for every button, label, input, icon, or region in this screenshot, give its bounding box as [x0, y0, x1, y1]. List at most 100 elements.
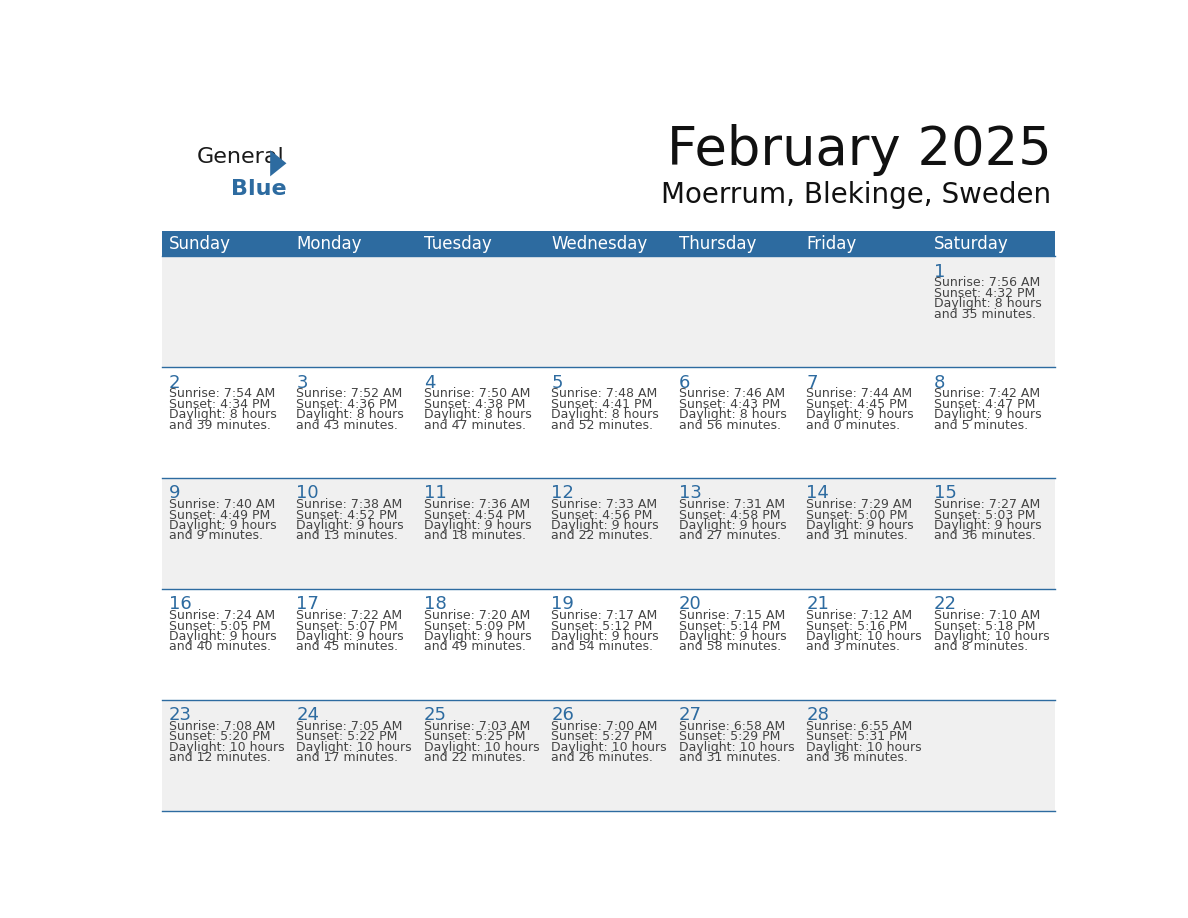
- Text: Daylight: 9 hours: Daylight: 9 hours: [551, 630, 659, 643]
- Text: Sunrise: 7:36 AM: Sunrise: 7:36 AM: [424, 498, 530, 511]
- Text: and 3 minutes.: and 3 minutes.: [807, 641, 901, 654]
- FancyBboxPatch shape: [163, 589, 1055, 700]
- Text: and 22 minutes.: and 22 minutes.: [424, 751, 525, 764]
- Text: and 49 minutes.: and 49 minutes.: [424, 641, 525, 654]
- Text: 21: 21: [807, 595, 829, 613]
- Text: and 52 minutes.: and 52 minutes.: [551, 419, 653, 431]
- Text: Sunrise: 7:05 AM: Sunrise: 7:05 AM: [296, 720, 403, 733]
- Text: 9: 9: [169, 485, 181, 502]
- Text: Sunset: 5:18 PM: Sunset: 5:18 PM: [934, 620, 1036, 633]
- Text: and 56 minutes.: and 56 minutes.: [678, 419, 781, 431]
- Text: Sunset: 5:27 PM: Sunset: 5:27 PM: [551, 731, 652, 744]
- Text: 7: 7: [807, 374, 817, 391]
- Text: Daylight: 9 hours: Daylight: 9 hours: [169, 630, 277, 643]
- Text: Tuesday: Tuesday: [424, 235, 492, 252]
- Text: Daylight: 9 hours: Daylight: 9 hours: [424, 519, 531, 532]
- Text: Daylight: 8 hours: Daylight: 8 hours: [169, 409, 277, 421]
- Text: Sunset: 4:54 PM: Sunset: 4:54 PM: [424, 509, 525, 521]
- Text: Sunrise: 7:08 AM: Sunrise: 7:08 AM: [169, 720, 276, 733]
- Text: Sunrise: 7:54 AM: Sunrise: 7:54 AM: [169, 387, 274, 400]
- Text: and 36 minutes.: and 36 minutes.: [934, 530, 1036, 543]
- Text: Sunrise: 6:55 AM: Sunrise: 6:55 AM: [807, 720, 912, 733]
- Text: Sunrise: 7:33 AM: Sunrise: 7:33 AM: [551, 498, 657, 511]
- Text: 24: 24: [296, 706, 320, 724]
- Text: and 31 minutes.: and 31 minutes.: [678, 751, 781, 764]
- Text: Daylight: 9 hours: Daylight: 9 hours: [934, 519, 1042, 532]
- Text: and 45 minutes.: and 45 minutes.: [296, 641, 398, 654]
- FancyBboxPatch shape: [163, 256, 1055, 367]
- Text: Sunset: 4:32 PM: Sunset: 4:32 PM: [934, 286, 1035, 300]
- Text: Sunset: 4:58 PM: Sunset: 4:58 PM: [678, 509, 781, 521]
- Text: Daylight: 9 hours: Daylight: 9 hours: [296, 630, 404, 643]
- Text: and 36 minutes.: and 36 minutes.: [807, 751, 909, 764]
- Text: 18: 18: [424, 595, 447, 613]
- Text: Sunset: 4:49 PM: Sunset: 4:49 PM: [169, 509, 270, 521]
- Text: Sunrise: 7:10 AM: Sunrise: 7:10 AM: [934, 610, 1041, 622]
- Text: Sunset: 5:22 PM: Sunset: 5:22 PM: [296, 731, 398, 744]
- Text: and 31 minutes.: and 31 minutes.: [807, 530, 909, 543]
- Text: Sunday: Sunday: [169, 235, 230, 252]
- Text: Sunset: 4:38 PM: Sunset: 4:38 PM: [424, 397, 525, 410]
- Text: Sunrise: 7:27 AM: Sunrise: 7:27 AM: [934, 498, 1041, 511]
- Text: 13: 13: [678, 485, 702, 502]
- Text: 1: 1: [934, 263, 946, 281]
- Text: Sunset: 5:09 PM: Sunset: 5:09 PM: [424, 620, 525, 633]
- Text: Monday: Monday: [296, 235, 361, 252]
- Text: Daylight: 9 hours: Daylight: 9 hours: [678, 630, 786, 643]
- Text: Thursday: Thursday: [678, 235, 757, 252]
- Text: Sunrise: 7:15 AM: Sunrise: 7:15 AM: [678, 610, 785, 622]
- Text: and 47 minutes.: and 47 minutes.: [424, 419, 526, 431]
- Text: Daylight: 10 hours: Daylight: 10 hours: [424, 741, 539, 754]
- Text: and 35 minutes.: and 35 minutes.: [934, 308, 1036, 320]
- Text: Sunrise: 7:56 AM: Sunrise: 7:56 AM: [934, 276, 1041, 289]
- Text: 8: 8: [934, 374, 946, 391]
- Text: Sunrise: 7:40 AM: Sunrise: 7:40 AM: [169, 498, 274, 511]
- Polygon shape: [270, 151, 286, 176]
- Text: Sunrise: 7:42 AM: Sunrise: 7:42 AM: [934, 387, 1040, 400]
- Text: Daylight: 10 hours: Daylight: 10 hours: [807, 630, 922, 643]
- Text: Sunrise: 7:12 AM: Sunrise: 7:12 AM: [807, 610, 912, 622]
- Text: Sunset: 4:56 PM: Sunset: 4:56 PM: [551, 509, 652, 521]
- Text: Sunrise: 7:48 AM: Sunrise: 7:48 AM: [551, 387, 657, 400]
- Text: Sunset: 5:03 PM: Sunset: 5:03 PM: [934, 509, 1036, 521]
- Text: 22: 22: [934, 595, 956, 613]
- Text: General: General: [196, 147, 284, 167]
- Text: 5: 5: [551, 374, 563, 391]
- Text: Daylight: 9 hours: Daylight: 9 hours: [807, 519, 914, 532]
- Text: Sunrise: 7:22 AM: Sunrise: 7:22 AM: [296, 610, 403, 622]
- Text: and 27 minutes.: and 27 minutes.: [678, 530, 781, 543]
- Text: and 26 minutes.: and 26 minutes.: [551, 751, 653, 764]
- Text: Blue: Blue: [232, 179, 287, 199]
- Text: Daylight: 9 hours: Daylight: 9 hours: [551, 519, 659, 532]
- Text: Sunset: 5:05 PM: Sunset: 5:05 PM: [169, 620, 271, 633]
- Text: Daylight: 10 hours: Daylight: 10 hours: [934, 630, 1049, 643]
- Text: 20: 20: [678, 595, 702, 613]
- Text: Friday: Friday: [807, 235, 857, 252]
- Text: and 22 minutes.: and 22 minutes.: [551, 530, 653, 543]
- Text: 23: 23: [169, 706, 191, 724]
- Text: 4: 4: [424, 374, 435, 391]
- Text: 15: 15: [934, 485, 956, 502]
- Text: Moerrum, Blekinge, Sweden: Moerrum, Blekinge, Sweden: [662, 181, 1051, 209]
- Text: Daylight: 8 hours: Daylight: 8 hours: [934, 297, 1042, 310]
- Text: Sunrise: 7:00 AM: Sunrise: 7:00 AM: [551, 720, 658, 733]
- Text: February 2025: February 2025: [666, 124, 1051, 176]
- Text: Sunset: 5:00 PM: Sunset: 5:00 PM: [807, 509, 908, 521]
- Text: Sunset: 5:16 PM: Sunset: 5:16 PM: [807, 620, 908, 633]
- Text: 16: 16: [169, 595, 191, 613]
- Text: 27: 27: [678, 706, 702, 724]
- Text: and 40 minutes.: and 40 minutes.: [169, 641, 271, 654]
- Text: and 43 minutes.: and 43 minutes.: [296, 419, 398, 431]
- Text: Sunrise: 7:38 AM: Sunrise: 7:38 AM: [296, 498, 403, 511]
- Text: Daylight: 9 hours: Daylight: 9 hours: [934, 409, 1042, 421]
- Text: 2: 2: [169, 374, 181, 391]
- Text: and 18 minutes.: and 18 minutes.: [424, 530, 526, 543]
- Text: and 39 minutes.: and 39 minutes.: [169, 419, 271, 431]
- Text: Daylight: 9 hours: Daylight: 9 hours: [424, 630, 531, 643]
- Text: and 13 minutes.: and 13 minutes.: [296, 530, 398, 543]
- Text: and 8 minutes.: and 8 minutes.: [934, 641, 1028, 654]
- Text: Sunrise: 7:44 AM: Sunrise: 7:44 AM: [807, 387, 912, 400]
- Text: and 0 minutes.: and 0 minutes.: [807, 419, 901, 431]
- Text: Sunrise: 6:58 AM: Sunrise: 6:58 AM: [678, 720, 785, 733]
- Text: Daylight: 9 hours: Daylight: 9 hours: [296, 519, 404, 532]
